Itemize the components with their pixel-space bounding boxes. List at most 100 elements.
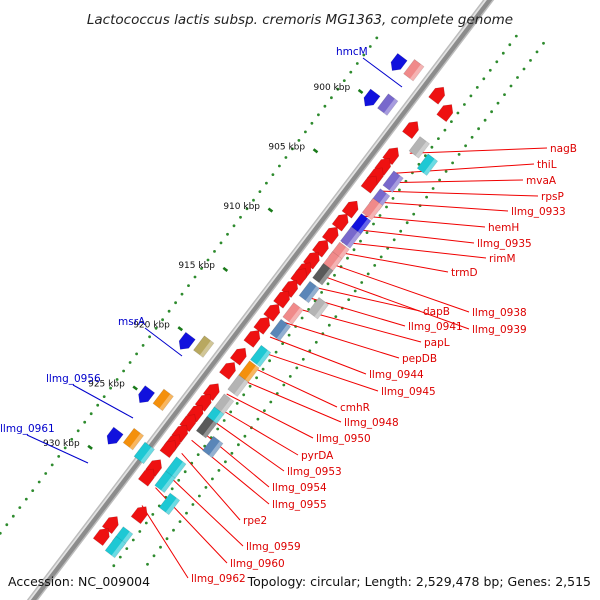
gene-feature xyxy=(401,121,419,140)
gene-feature xyxy=(178,331,196,350)
grid-dot xyxy=(167,309,171,313)
grid-dot xyxy=(301,357,305,361)
reverse-gene-label: llmg_0948 xyxy=(344,417,399,429)
grid-dot xyxy=(327,323,331,327)
grid-dot xyxy=(482,77,486,81)
scale-tick xyxy=(312,148,319,154)
grid-dot xyxy=(349,70,353,74)
gene-box-shine xyxy=(111,541,126,558)
gene-box xyxy=(227,374,249,397)
gene-feature xyxy=(416,153,439,176)
grid-dot xyxy=(219,241,223,245)
reverse-label-leader xyxy=(281,321,400,359)
grid-dot xyxy=(213,250,216,253)
gene-feature xyxy=(363,88,381,107)
grid-dot xyxy=(217,469,221,472)
grid-dot xyxy=(229,410,233,414)
forward-gene-label: msrA xyxy=(118,316,146,328)
gene-arrow xyxy=(428,86,446,105)
reverse-label-leader xyxy=(334,251,449,273)
grid-dot xyxy=(450,120,453,123)
gene-box-shine xyxy=(327,256,343,274)
grid-dot xyxy=(63,446,67,450)
grid-dot xyxy=(170,487,174,491)
grid-dot xyxy=(297,139,301,142)
gene-box xyxy=(122,427,145,451)
gene-feature xyxy=(195,415,218,439)
gene-feature xyxy=(377,93,399,116)
gene-feature xyxy=(312,262,334,286)
gene-box-shine xyxy=(305,286,320,303)
gene-feature xyxy=(350,213,372,236)
gene-box-shine xyxy=(318,268,334,285)
scale-tick-label: 915 kbp xyxy=(178,261,215,271)
reverse-label-leader xyxy=(181,452,241,521)
gene-arrow xyxy=(273,290,291,309)
grid-dot xyxy=(495,60,499,64)
grid-dot xyxy=(148,335,152,339)
reverse-label-leader xyxy=(409,147,548,154)
scale-ticks: 900 kbp 905 kbp 910 kbp 915 kbp 920 kbp 925 k… xyxy=(43,83,364,450)
scale-tick-label: 905 kbp xyxy=(268,142,305,152)
gene-feature xyxy=(165,456,187,479)
grid-dot xyxy=(456,111,460,115)
grid-dot xyxy=(239,215,242,219)
grid-dot xyxy=(274,350,278,354)
grid-dot xyxy=(398,188,401,192)
gene-arrow xyxy=(137,468,155,487)
grid-dot xyxy=(490,110,493,114)
gene-arrow xyxy=(253,316,271,335)
gene-box-shine xyxy=(368,203,383,220)
grid-dot xyxy=(509,84,513,88)
scale-tick xyxy=(87,444,93,450)
grid-dot xyxy=(359,239,362,243)
reverse-label-leader xyxy=(372,201,509,212)
grid-dot xyxy=(307,308,310,311)
gene-feature xyxy=(227,374,249,397)
gene-box-shine xyxy=(314,302,329,319)
accession-text: Accession: NC_009004 xyxy=(8,574,150,589)
reverse-gene-label: llmg_0935 xyxy=(477,238,532,250)
gene-arrow xyxy=(321,226,339,245)
grid-dot xyxy=(89,412,93,416)
reverse-gene-label: mvaA xyxy=(526,175,557,187)
grid-dot xyxy=(308,349,312,353)
grid-dot xyxy=(399,229,403,233)
grid-dot xyxy=(284,156,288,159)
gene-box-shine xyxy=(202,421,217,438)
gene-box xyxy=(158,492,181,516)
grid-dot xyxy=(300,316,304,320)
grid-dot xyxy=(96,403,100,407)
gene-arrow xyxy=(436,104,454,123)
reverse-gene-label: llmg_0962 xyxy=(191,573,246,585)
gene-feature xyxy=(321,226,339,245)
gene-box xyxy=(202,435,224,459)
grid-dot xyxy=(172,528,175,532)
grid-dot xyxy=(323,104,327,108)
grid-dot xyxy=(57,455,61,458)
reverse-label-leader xyxy=(216,406,299,456)
grid-dot xyxy=(365,231,369,235)
label-leader-lines xyxy=(26,57,548,579)
reverse-label-leader xyxy=(380,190,539,197)
grid-dot xyxy=(326,282,330,286)
reverse-label-leader xyxy=(387,179,524,184)
grid-dot xyxy=(542,41,545,45)
reverse-gene-label: llmg_0953 xyxy=(287,466,342,478)
grid-dot xyxy=(431,187,435,190)
grid-dot xyxy=(346,256,349,260)
grid-dot xyxy=(501,51,505,55)
reverse-gene-label: llmg_0945 xyxy=(381,386,436,398)
reverse-gene-label: llmg_0954 xyxy=(272,482,327,494)
grid-dot xyxy=(183,470,187,474)
grid-dot xyxy=(187,284,190,287)
grid-dot xyxy=(443,128,447,132)
grid-dot xyxy=(379,255,383,259)
grid-dot xyxy=(252,198,255,202)
grid-dot xyxy=(469,94,473,98)
scale-tick xyxy=(357,88,364,95)
grid-dot xyxy=(256,417,260,421)
grid-dot xyxy=(352,248,356,252)
grid-dot xyxy=(424,154,427,158)
grid-dot xyxy=(235,402,239,405)
